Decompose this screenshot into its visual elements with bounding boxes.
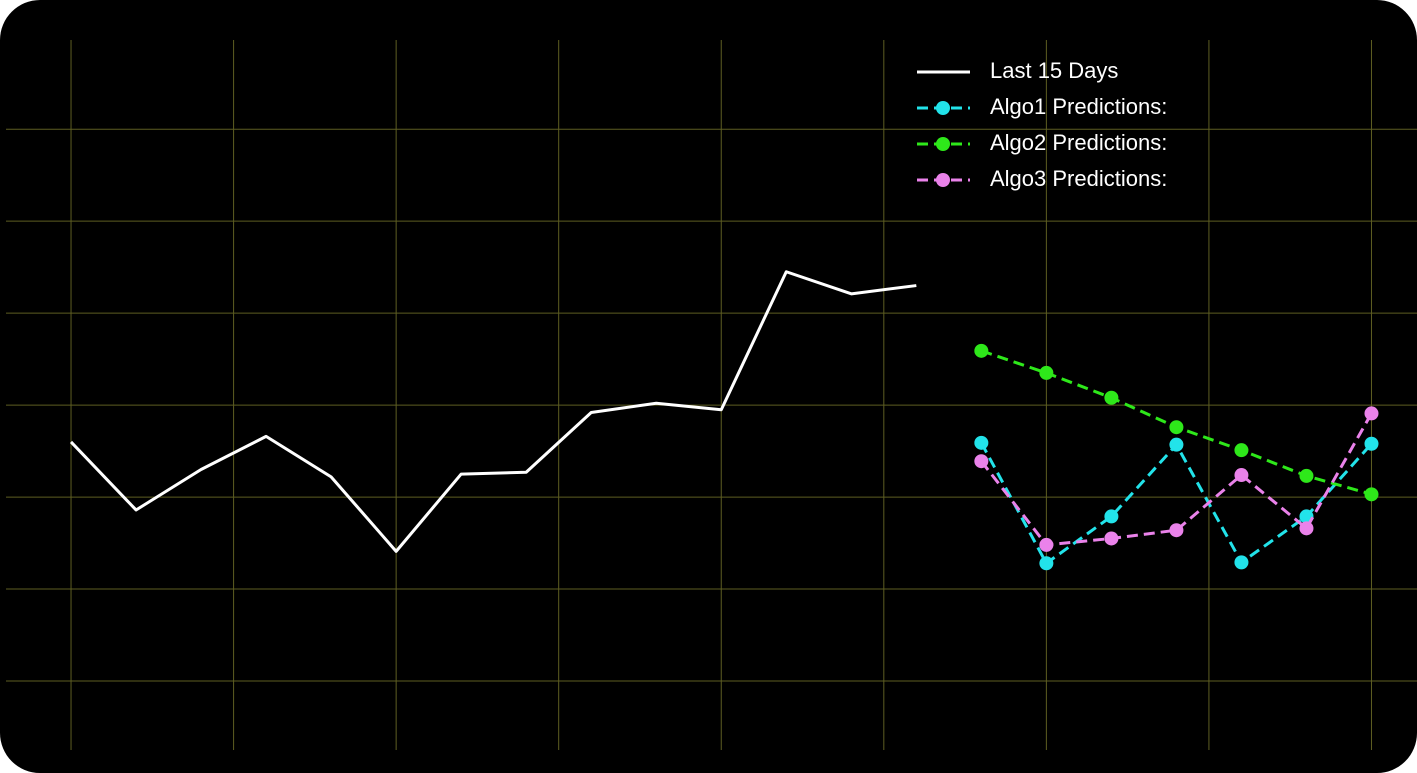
point xyxy=(1169,437,1184,452)
point xyxy=(1364,436,1379,451)
series-line xyxy=(69,270,917,553)
point xyxy=(1364,487,1379,502)
point xyxy=(1039,537,1054,552)
point xyxy=(1234,555,1249,570)
point xyxy=(1234,443,1249,458)
point xyxy=(974,343,989,358)
legend-marker xyxy=(936,173,950,187)
point xyxy=(1104,509,1119,524)
point xyxy=(1169,523,1184,538)
point xyxy=(1234,468,1249,483)
point xyxy=(1364,406,1379,421)
legend-label: Last 15 Days xyxy=(990,58,1118,83)
legend-label: Algo2 Predictions: xyxy=(990,130,1167,155)
point xyxy=(1299,468,1314,483)
legend-label: Algo3 Predictions: xyxy=(990,166,1167,191)
point xyxy=(974,454,989,469)
legend-marker xyxy=(936,137,950,151)
point xyxy=(1039,556,1054,571)
point xyxy=(1299,521,1314,536)
point xyxy=(1169,420,1184,435)
point xyxy=(1104,390,1119,405)
legend-marker xyxy=(936,101,950,115)
point xyxy=(1039,365,1054,380)
legend-label: Algo1 Predictions: xyxy=(990,94,1167,119)
point xyxy=(1104,531,1119,546)
point xyxy=(974,435,989,450)
